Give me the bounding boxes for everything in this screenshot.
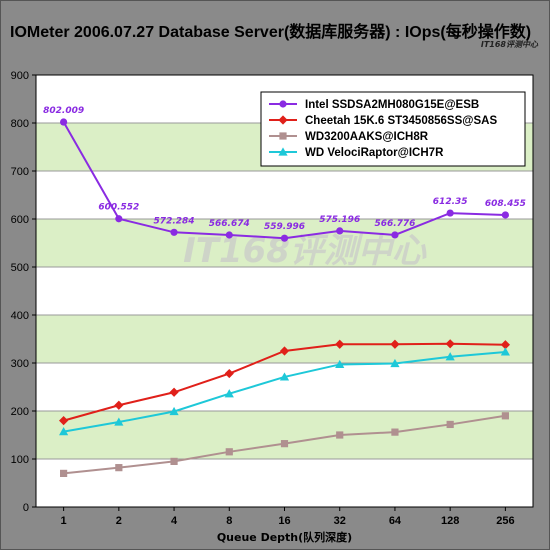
data-label: 559.996 (264, 222, 305, 232)
data-point (279, 372, 290, 381)
x-axis-label: Queue Depth(队列深度) (217, 530, 352, 544)
data-point (225, 231, 233, 239)
data-point (114, 417, 124, 426)
x-tick-label: 128 (441, 515, 459, 527)
data-point (390, 358, 400, 368)
x-tick-label: 32 (334, 515, 346, 527)
data-point (224, 368, 234, 379)
data-point (279, 100, 287, 108)
data-point (501, 412, 509, 420)
legend-entry: Intel SSDSA2MH080G15E@ESB (305, 99, 479, 111)
data-point (445, 339, 455, 349)
y-tick-label: 0 (23, 502, 29, 514)
brand-label: IT168评测中心 (480, 40, 538, 49)
data-point (225, 448, 233, 456)
plot-band (36, 267, 533, 315)
plot-band (36, 363, 533, 411)
data-point (59, 427, 69, 436)
data-point (279, 346, 290, 356)
plot-band (36, 411, 533, 459)
series-1: 802.009 600.552 572.284 566.674 559.996 575.1… (43, 106, 526, 242)
y-tick-label: 600 (11, 214, 29, 226)
y-tick-label: 400 (11, 310, 29, 322)
legend-entry: WD VelociRaptor@ICH7R (305, 147, 444, 159)
data-point (445, 352, 455, 361)
data-point (60, 469, 68, 477)
data-point (500, 347, 510, 356)
chart-title: IOMeter 2006.07.27 Database Server(数据库服务… (10, 24, 532, 41)
plot-band (36, 219, 533, 267)
data-label: 608.455 (485, 199, 526, 209)
data-point (280, 440, 289, 448)
data-point (391, 428, 399, 436)
x-tick-label: 2 (116, 515, 122, 527)
data-label: 575.196 (319, 215, 360, 225)
data-point (446, 209, 454, 217)
data-label: 566.776 (374, 219, 415, 229)
legend-box (260, 91, 526, 167)
watermark: IT168评测中心 (183, 231, 427, 271)
data-point (390, 339, 400, 349)
y-tick-label: 900 (11, 70, 29, 82)
x-tick-label: 16 (278, 515, 290, 527)
x-tick-label: 8 (226, 515, 232, 527)
data-point (446, 420, 454, 429)
data-point (278, 147, 288, 156)
data-label: 612.35 (433, 197, 468, 207)
data-point (500, 340, 510, 350)
data-point (115, 215, 123, 223)
data-label: 802.009 (43, 106, 84, 116)
x-tick-label: 1 (61, 515, 67, 527)
data-point (59, 416, 69, 426)
series-3 (60, 412, 509, 477)
data-point (391, 231, 399, 239)
y-tick-label: 300 (11, 358, 29, 370)
data-point (335, 339, 345, 349)
data-point (336, 431, 344, 439)
series-2 (59, 339, 510, 426)
data-point (169, 387, 179, 397)
data-point (169, 406, 179, 416)
data-point (115, 464, 123, 472)
y-tick-label: 200 (11, 406, 29, 418)
data-label: 600.552 (98, 203, 139, 213)
data-point (170, 228, 178, 236)
legend-entry: Cheetah 15K.6 ST3450856SS@SAS (305, 115, 497, 127)
x-tick-label: 64 (389, 515, 402, 527)
data-point (60, 118, 68, 126)
data-point (170, 457, 178, 465)
y-tick-label: 500 (11, 262, 29, 274)
legend-entry: WD3200AAKS@ICH8R (305, 131, 429, 143)
data-point (501, 211, 509, 219)
data-point (336, 227, 344, 235)
legend: Intel SSDSA2MH080G15E@ESB Cheetah 15K.6 S… (260, 91, 526, 167)
plot-band (36, 459, 533, 507)
series-4 (59, 347, 510, 436)
data-point (280, 234, 289, 242)
x-tick-label: 4 (171, 515, 178, 527)
data-label: 572.284 (154, 216, 195, 226)
y-tick-label: 100 (11, 454, 29, 466)
data-label: 566.674 (209, 219, 250, 229)
data-point (279, 132, 287, 140)
data-point (335, 359, 345, 369)
data-point (224, 389, 234, 398)
data-point (278, 115, 288, 125)
data-point (114, 400, 124, 410)
x-tick-label: 256 (496, 515, 514, 527)
y-tick-label: 800 (11, 118, 29, 130)
y-tick-label: 700 (11, 166, 29, 178)
